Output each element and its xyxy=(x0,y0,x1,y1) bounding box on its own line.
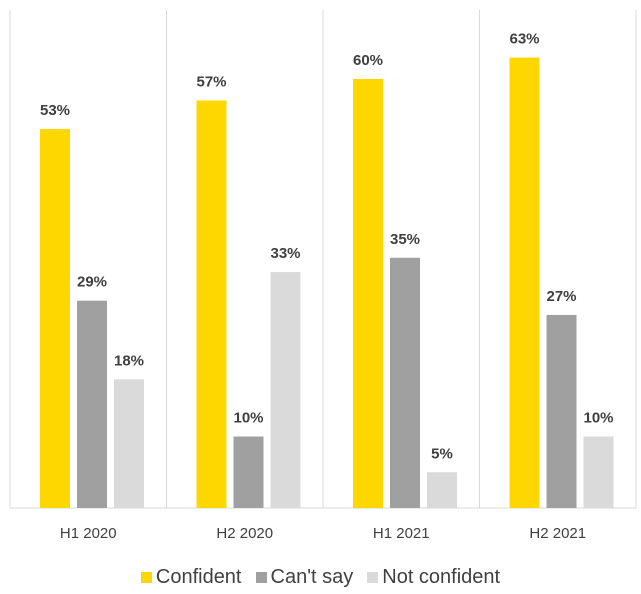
legend-label: Confident xyxy=(155,566,242,588)
data-label: 27% xyxy=(546,288,576,305)
legend-label: Not confident xyxy=(382,566,501,588)
x-tick-label: H2 2020 xyxy=(216,525,273,542)
data-label: 35% xyxy=(390,231,420,248)
data-label: 57% xyxy=(196,73,226,90)
legend-swatch xyxy=(140,572,152,583)
bar xyxy=(390,257,420,508)
legend-item: Not confident xyxy=(367,566,500,589)
data-label: 53% xyxy=(40,102,70,119)
data-label: 60% xyxy=(353,52,383,69)
x-tick-label: H1 2020 xyxy=(60,525,117,542)
data-label: 29% xyxy=(77,274,107,291)
legend-swatch xyxy=(255,572,267,583)
bar xyxy=(546,314,577,508)
data-label: 10% xyxy=(233,410,263,427)
data-label: 18% xyxy=(114,352,144,369)
bar-chart: 53% 29% 18% H1 2020 57% 10% 33% H2 2020 60% 35% 5%… xyxy=(9,10,637,542)
bar xyxy=(40,129,70,509)
legend-item: Can't say xyxy=(255,566,354,589)
bar xyxy=(114,379,144,508)
data-label: 33% xyxy=(270,245,300,262)
bar xyxy=(509,57,540,509)
x-tick-label: H1 2021 xyxy=(373,525,430,542)
bar xyxy=(77,300,107,508)
legend-label: Can't say xyxy=(270,566,354,588)
bar xyxy=(583,436,614,508)
x-tick-label: H2 2021 xyxy=(529,525,586,542)
data-label: 10% xyxy=(583,410,613,427)
bar xyxy=(270,272,301,508)
data-label: 63% xyxy=(509,31,539,48)
legend-item: Confident xyxy=(140,566,242,589)
bar xyxy=(196,100,227,508)
bar xyxy=(233,436,264,508)
legend: Confident Can't say Not confident xyxy=(0,566,641,589)
legend-swatch xyxy=(367,572,379,583)
bar xyxy=(353,79,383,508)
bar xyxy=(427,472,457,508)
data-label: 5% xyxy=(431,445,453,462)
